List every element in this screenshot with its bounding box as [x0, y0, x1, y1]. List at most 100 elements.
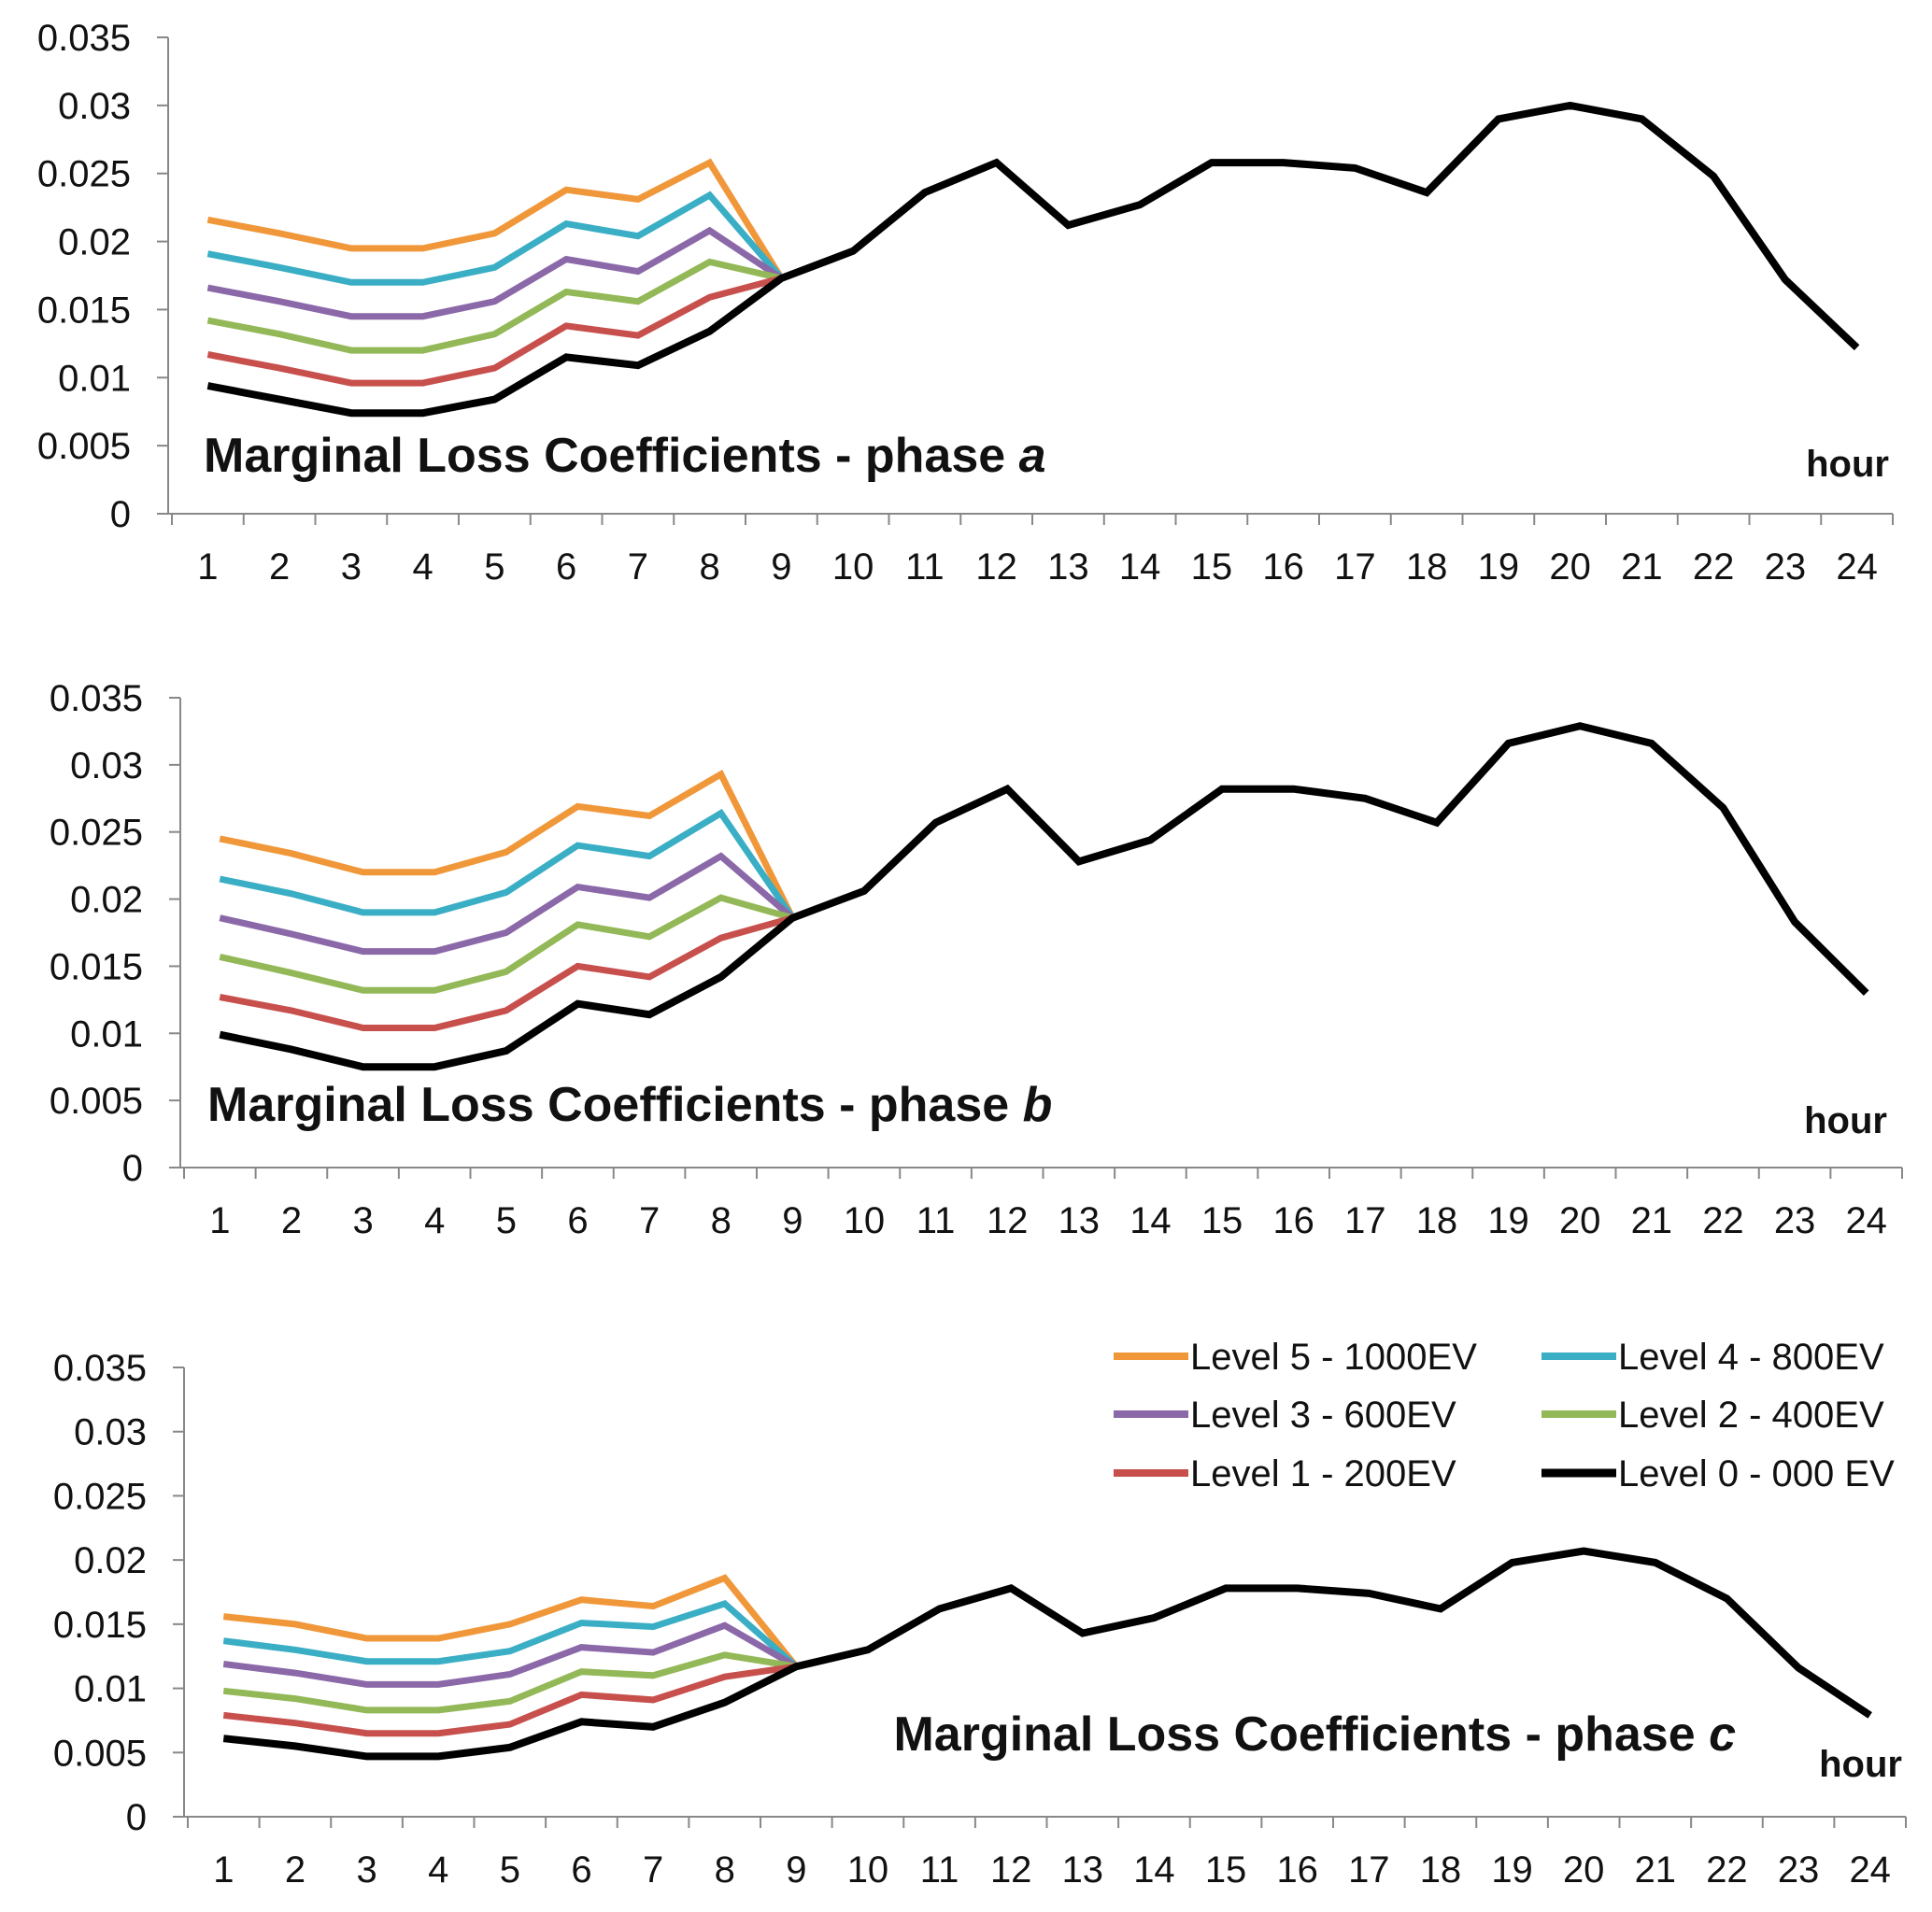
x-tick-label: 3 [352, 1200, 373, 1241]
x-tick-label: 6 [567, 1200, 588, 1241]
x-tick-label: 16 [1272, 1200, 1314, 1241]
x-tick-label: 14 [1119, 546, 1161, 588]
y-tick-label: 0.005 [53, 1733, 147, 1774]
series-line-level-4-800ev [219, 808, 796, 920]
x-tick-label: 12 [975, 546, 1017, 588]
legend-label: Level 4 - 800EV [1618, 1337, 1884, 1378]
x-tick-label: 18 [1406, 546, 1448, 588]
y-tick-label: 0.03 [74, 1412, 147, 1453]
y-tick-label: 0.02 [58, 222, 131, 263]
x-tick-label: 23 [1774, 1200, 1816, 1241]
legend-item: Level 2 - 400EV [1541, 1395, 1884, 1436]
chart-title: Marginal Loss Coefficients - phase c [893, 1707, 1736, 1762]
series-line-level-4-800ev [222, 1599, 799, 1669]
x-tick-label: 23 [1765, 546, 1807, 588]
x-tick-label: 16 [1276, 1849, 1318, 1891]
x-tick-label: 21 [1631, 1200, 1673, 1241]
y-tick-label: 0.005 [37, 426, 131, 467]
x-tick-label: 5 [500, 1849, 520, 1891]
x-tick-label: 5 [484, 546, 504, 588]
x-tick-label: 20 [1549, 546, 1591, 588]
y-tick-label: 0.025 [37, 154, 131, 195]
x-tick-label: 9 [786, 1849, 806, 1891]
x-tick-label: 2 [269, 546, 290, 588]
legend-item: Level 1 - 200EV [1114, 1453, 1456, 1494]
x-tick-label: 18 [1420, 1849, 1462, 1891]
series-line-level-2-400ev [222, 1651, 797, 1714]
x-tick-label: 4 [428, 1849, 448, 1891]
y-tick-label: 0.035 [50, 678, 143, 719]
x-tick-label: 14 [1129, 1200, 1172, 1241]
x-tick-label: 1 [197, 546, 218, 588]
series-line-level-3-600ev [222, 1622, 799, 1688]
x-tick-label: 13 [1058, 1200, 1101, 1241]
x-tick-label: 19 [1487, 1200, 1529, 1241]
y-tick-label: 0.035 [37, 18, 131, 59]
x-tick-label: 1 [209, 1200, 230, 1241]
x-tick-label: 1 [213, 1849, 234, 1891]
x-tick-label: 13 [1062, 1849, 1104, 1891]
legend-label: Level 0 - 000 EV [1618, 1453, 1895, 1494]
y-tick-label: 0.015 [50, 946, 143, 987]
legend-item: Level 5 - 1000EV [1114, 1337, 1477, 1378]
x-tick-label: 23 [1778, 1849, 1820, 1891]
x-tick-label: 18 [1416, 1200, 1458, 1241]
x-tick-label: 6 [556, 546, 576, 588]
legend-item: Level 0 - 000 EV [1541, 1453, 1895, 1494]
x-tick-label: 22 [1702, 1200, 1744, 1241]
x-tick-label: 7 [643, 1849, 663, 1891]
x-tick-label: 4 [413, 546, 433, 588]
x-tick-label: 19 [1491, 1849, 1533, 1891]
x-tick-label: 12 [990, 1849, 1032, 1891]
series-line-level-3-600ev [219, 852, 795, 956]
x-tick-label: 20 [1559, 1200, 1601, 1241]
x-tick-label: 2 [285, 1849, 305, 1891]
x-tick-label: 10 [847, 1849, 889, 1891]
series-line-level-1-200ev [222, 1663, 797, 1737]
x-tick-label: 7 [628, 546, 648, 588]
x-tick-label: 4 [424, 1200, 445, 1241]
y-tick-label: 0 [126, 1797, 147, 1838]
x-tick-label: 7 [639, 1200, 660, 1241]
x-tick-label: 5 [496, 1200, 517, 1241]
series-line-level-4-800ev [206, 191, 785, 286]
series-line-level-0-000-ev [219, 722, 1869, 1071]
y-tick-label: 0 [122, 1148, 143, 1189]
y-tick-label: 0.02 [70, 880, 143, 921]
legend-label: Level 5 - 1000EV [1190, 1337, 1477, 1378]
x-tick-label: 9 [771, 546, 791, 588]
x-tick-label: 13 [1047, 546, 1089, 588]
x-tick-label: 17 [1334, 546, 1376, 588]
x-tick-label: 8 [715, 1849, 735, 1891]
y-tick-label: 0.01 [58, 358, 131, 399]
x-tick-label: 16 [1262, 546, 1304, 588]
x-tick-label: 8 [711, 1200, 732, 1241]
series-line-level-0-000-ev [222, 1547, 1872, 1761]
x-tick-label: 11 [920, 1849, 959, 1891]
x-tick-label: 21 [1621, 546, 1663, 588]
y-tick-label: 0 [110, 494, 131, 535]
chart-title: Marginal Loss Coefficients - phase b [207, 1078, 1052, 1132]
x-tick-label: 22 [1693, 546, 1735, 588]
y-tick-label: 0.03 [70, 745, 143, 786]
x-axis-label: hour [1806, 444, 1889, 485]
x-tick-label: 17 [1344, 1200, 1386, 1241]
series-line-level-1-200ev [206, 275, 783, 387]
series-line-level-5-1000ev [206, 158, 785, 280]
legend-label: Level 3 - 600EV [1190, 1395, 1456, 1436]
x-tick-label: 17 [1348, 1849, 1390, 1891]
x-tick-label: 2 [281, 1200, 302, 1241]
x-tick-label: 15 [1205, 1849, 1247, 1891]
series-line-level-1-200ev [219, 914, 794, 1031]
x-tick-label: 24 [1849, 1849, 1891, 1891]
x-tick-label: 21 [1635, 1849, 1677, 1891]
series-line-level-2-400ev [219, 894, 794, 994]
x-tick-label: 11 [905, 546, 945, 588]
x-axis-label: hour [1819, 1744, 1902, 1785]
x-tick-label: 11 [916, 1200, 956, 1241]
x-tick-label: 20 [1563, 1849, 1605, 1891]
